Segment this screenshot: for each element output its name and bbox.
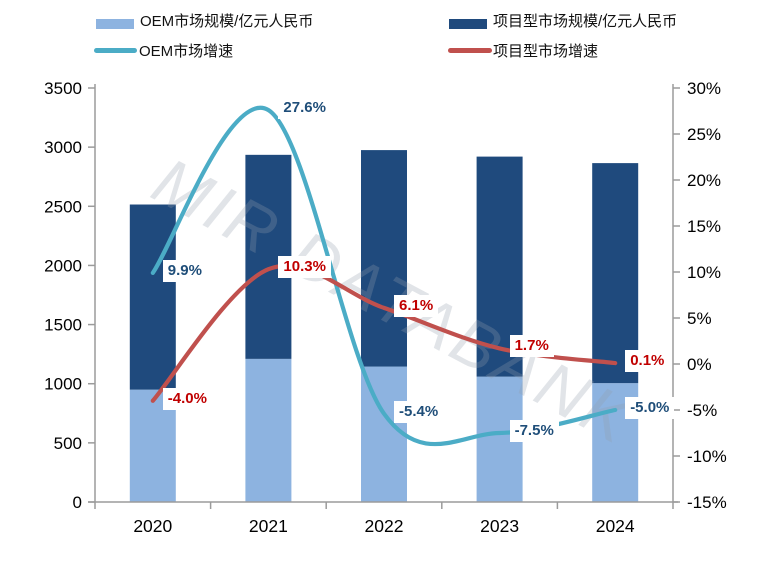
left-tick-label: 500 bbox=[54, 434, 82, 453]
right-tick-label: 25% bbox=[687, 125, 721, 144]
right-tick-label: -10% bbox=[687, 447, 727, 466]
right-tick-label: -15% bbox=[687, 493, 727, 512]
left-tick-label: 1000 bbox=[44, 375, 82, 394]
left-tick-label: 3000 bbox=[44, 138, 82, 157]
oem-growth-label-2023: -7.5% bbox=[509, 420, 559, 442]
project-growth-label-2023: 1.7% bbox=[509, 335, 554, 358]
legend-line-oem-growth bbox=[94, 48, 137, 53]
x-category-label: 2024 bbox=[596, 516, 635, 536]
left-tick-label: 2500 bbox=[44, 197, 82, 216]
legend-label-project-growth: 项目型市场增速 bbox=[493, 43, 599, 60]
bars-group bbox=[129, 150, 639, 502]
bar-project-2024 bbox=[592, 163, 639, 384]
legend-label-project-size: 项目型市场规模/亿元人民币 bbox=[493, 13, 678, 30]
right-tick-label: 15% bbox=[687, 217, 721, 236]
left-tick-label: 1500 bbox=[44, 316, 82, 335]
left-tick-label: 2000 bbox=[44, 256, 82, 275]
bar-project-2020 bbox=[129, 204, 176, 390]
legend-label-oem-size: OEM市场规模/亿元人民币 bbox=[140, 13, 314, 30]
x-category-label: 2021 bbox=[249, 516, 288, 536]
right-tick-label: 5% bbox=[687, 309, 712, 328]
axes-group bbox=[88, 84, 680, 509]
project-growth-label-2021: 10.3% bbox=[278, 256, 331, 279]
project-growth-label-2024: 0.1% bbox=[625, 350, 670, 373]
project-growth-label-2020: -4.0% bbox=[162, 387, 212, 410]
bar-oem-2021 bbox=[245, 358, 292, 502]
left-tick-label: 3500 bbox=[44, 79, 82, 98]
oem-growth-label-2021: 27.6% bbox=[278, 97, 331, 120]
x-category-label: 2022 bbox=[365, 516, 404, 536]
oem-growth-label-2022: -5.4% bbox=[394, 400, 444, 423]
x-category-label: 2023 bbox=[480, 516, 519, 536]
left-tick-label: 0 bbox=[73, 493, 82, 512]
right-tick-label: 20% bbox=[687, 171, 721, 190]
right-tick-label: 0% bbox=[687, 355, 712, 374]
legend-swatch-oem-size bbox=[96, 19, 134, 29]
right-tick-label: 10% bbox=[687, 263, 721, 282]
x-category-label: 2020 bbox=[133, 516, 172, 536]
right-tick-label: 30% bbox=[687, 79, 721, 98]
project-growth-label-2022: 6.1% bbox=[394, 294, 439, 317]
legend-label-oem-growth: OEM市场增速 bbox=[139, 43, 234, 60]
oem-growth-label-2020: 9.9% bbox=[162, 259, 207, 282]
legend-swatch-project-size bbox=[449, 19, 487, 29]
right-tick-label: -5% bbox=[687, 401, 717, 420]
legend-line-project-growth bbox=[448, 48, 492, 53]
bar-project-2022 bbox=[361, 150, 407, 367]
oem-growth-label-2024: -5.0% bbox=[625, 397, 675, 419]
oem-growth-line bbox=[150, 105, 618, 447]
